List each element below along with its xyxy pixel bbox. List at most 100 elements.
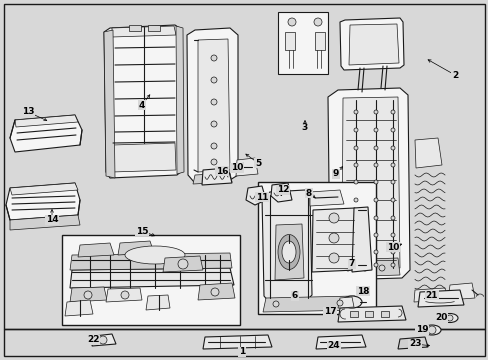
Text: 5: 5: [254, 158, 261, 167]
Circle shape: [84, 291, 92, 299]
Ellipse shape: [422, 325, 440, 335]
Circle shape: [361, 265, 367, 271]
Bar: [349, 311, 357, 317]
Text: 10: 10: [230, 163, 243, 172]
Text: 10: 10: [386, 243, 398, 252]
Ellipse shape: [441, 314, 457, 323]
Text: 12: 12: [276, 185, 289, 194]
Polygon shape: [351, 207, 371, 272]
Polygon shape: [112, 143, 176, 172]
Text: 14: 14: [45, 216, 58, 225]
Text: 15: 15: [136, 226, 148, 235]
Circle shape: [210, 159, 217, 165]
Polygon shape: [447, 283, 474, 300]
Text: 2: 2: [451, 71, 457, 80]
Circle shape: [210, 121, 217, 127]
Circle shape: [210, 288, 219, 296]
Bar: [258, 182, 375, 314]
Polygon shape: [337, 297, 353, 308]
Circle shape: [390, 180, 394, 184]
Circle shape: [353, 216, 357, 220]
Polygon shape: [65, 300, 93, 316]
Circle shape: [390, 110, 394, 114]
Polygon shape: [202, 168, 231, 185]
Text: 22: 22: [86, 336, 99, 345]
Bar: [62, 235, 240, 325]
Polygon shape: [70, 253, 231, 270]
Circle shape: [378, 265, 384, 271]
Circle shape: [390, 216, 394, 220]
Polygon shape: [104, 30, 115, 178]
Bar: [129, 25, 141, 31]
Polygon shape: [414, 138, 441, 168]
Circle shape: [373, 128, 377, 132]
Polygon shape: [270, 183, 291, 202]
Polygon shape: [163, 256, 203, 272]
Ellipse shape: [282, 241, 295, 263]
Text: 8: 8: [305, 189, 311, 198]
Polygon shape: [112, 26, 176, 37]
Polygon shape: [6, 183, 80, 220]
Circle shape: [328, 253, 338, 263]
Circle shape: [390, 146, 394, 150]
Polygon shape: [327, 88, 409, 280]
Circle shape: [446, 315, 452, 321]
Text: 7: 7: [348, 260, 354, 269]
Circle shape: [353, 128, 357, 132]
Polygon shape: [198, 283, 235, 300]
Polygon shape: [10, 115, 82, 152]
Text: 6: 6: [291, 292, 298, 301]
Polygon shape: [118, 241, 154, 255]
Ellipse shape: [125, 246, 184, 264]
Circle shape: [328, 213, 338, 223]
Polygon shape: [15, 115, 78, 127]
Circle shape: [353, 263, 357, 267]
Text: 17: 17: [323, 307, 336, 316]
Bar: [148, 25, 160, 31]
Polygon shape: [70, 287, 107, 302]
Circle shape: [373, 263, 377, 267]
Polygon shape: [339, 18, 403, 70]
Text: 1: 1: [238, 347, 244, 356]
Polygon shape: [104, 25, 183, 178]
Bar: [380, 311, 388, 317]
Circle shape: [373, 180, 377, 184]
Polygon shape: [337, 258, 399, 277]
Circle shape: [353, 180, 357, 184]
Ellipse shape: [278, 234, 299, 270]
Polygon shape: [245, 186, 265, 205]
Circle shape: [390, 250, 394, 254]
Polygon shape: [341, 97, 399, 270]
Circle shape: [390, 128, 394, 132]
Circle shape: [287, 18, 295, 26]
Polygon shape: [315, 335, 365, 349]
Circle shape: [353, 233, 357, 237]
Bar: [314, 32, 325, 50]
Circle shape: [390, 233, 394, 237]
Bar: [364, 311, 372, 317]
Circle shape: [328, 233, 338, 243]
Polygon shape: [92, 334, 116, 346]
Circle shape: [210, 55, 217, 61]
Polygon shape: [236, 158, 258, 176]
Text: 23: 23: [408, 339, 420, 348]
Polygon shape: [193, 173, 231, 184]
Circle shape: [373, 198, 377, 202]
Polygon shape: [309, 190, 343, 206]
Polygon shape: [186, 28, 238, 182]
Polygon shape: [274, 224, 304, 280]
Circle shape: [390, 263, 394, 267]
Circle shape: [353, 110, 357, 114]
Polygon shape: [413, 288, 447, 302]
Polygon shape: [70, 268, 234, 288]
Text: 21: 21: [425, 291, 437, 300]
Text: 19: 19: [415, 325, 427, 334]
Polygon shape: [337, 306, 405, 322]
Polygon shape: [397, 337, 427, 349]
Circle shape: [99, 336, 107, 344]
Polygon shape: [203, 335, 271, 349]
Circle shape: [210, 77, 217, 83]
Text: 9: 9: [332, 170, 339, 179]
Circle shape: [373, 216, 377, 220]
Text: 24: 24: [327, 342, 340, 351]
